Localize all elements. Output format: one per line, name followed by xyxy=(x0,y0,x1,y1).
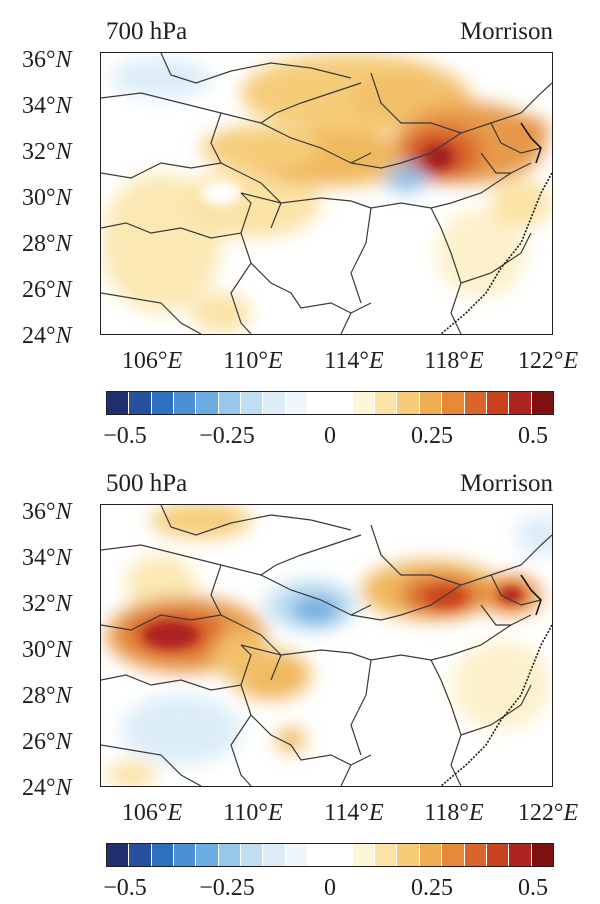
colorbar-segment xyxy=(263,844,286,866)
lon-tick-label: 110°E xyxy=(223,800,283,826)
colorbar-label: −0.5 xyxy=(103,423,147,449)
lon-tick-label: 106°E xyxy=(121,800,183,826)
lat-tick-label: 28°N xyxy=(22,231,72,257)
coastline xyxy=(440,574,552,786)
colorbar-label: 0.5 xyxy=(518,875,548,901)
colorbar-segment xyxy=(352,392,376,414)
lat-tick-label: 30°N xyxy=(22,637,72,663)
lat-tick-label: 30°N xyxy=(22,185,72,211)
colorbar-label: 0.25 xyxy=(411,875,453,901)
colorbar-segment xyxy=(241,844,264,866)
lon-tick-label: 106°E xyxy=(121,348,183,374)
panel-title-level: 500 hPa xyxy=(106,470,188,497)
colorbar-label: 0 xyxy=(324,875,336,901)
colorbar xyxy=(106,391,554,415)
lat-tick-label: 28°N xyxy=(22,683,72,709)
colorbar-label: −0.25 xyxy=(199,875,255,901)
colorbar-label: 0 xyxy=(324,423,336,449)
colorbar-segment xyxy=(464,392,487,414)
province-boundaries xyxy=(101,53,552,334)
colorbar-segment xyxy=(419,844,443,866)
colorbar-segment xyxy=(129,392,152,414)
coastline xyxy=(440,122,552,334)
panel-title-scheme: Morrison xyxy=(459,470,553,497)
colorbar-segment xyxy=(196,392,219,414)
colorbar-segment xyxy=(531,844,553,866)
colorbar-label: 0.5 xyxy=(518,423,548,449)
colorbar-segment xyxy=(375,392,398,414)
lon-tick-label: 122°E xyxy=(517,348,579,374)
lat-tick-label: 24°N xyxy=(22,323,72,349)
colorbar-segment xyxy=(174,844,197,866)
lon-tick-label: 114°E xyxy=(324,348,384,374)
colorbar-segment xyxy=(397,392,420,414)
colorbar-segment xyxy=(196,844,219,866)
lon-tick-label: 118°E xyxy=(424,348,484,374)
lat-tick-label: 32°N xyxy=(22,139,72,165)
lon-tick-label: 122°E xyxy=(517,800,579,826)
colorbar-segment xyxy=(263,392,286,414)
colorbar-segment xyxy=(486,844,510,866)
shaded-field xyxy=(106,505,552,786)
colorbar-segment xyxy=(330,844,353,866)
colorbar-segment xyxy=(486,392,510,414)
colorbar-label: −0.5 xyxy=(103,875,147,901)
lon-tick-label: 114°E xyxy=(324,800,384,826)
colorbar-segment xyxy=(375,844,398,866)
lat-tick-label: 26°N xyxy=(22,277,72,303)
anomaly-map-700 xyxy=(100,52,553,335)
lat-tick-label: 36°N xyxy=(22,499,72,525)
colorbar-segment xyxy=(442,844,465,866)
panel-700hpa: 700 hPa Morrison 36°N 34°N 32°N 30°N 28°… xyxy=(22,18,579,449)
lat-tick-label: 32°N xyxy=(22,591,72,617)
lat-tick-label: 26°N xyxy=(22,729,72,755)
anomaly-map-500 xyxy=(100,504,553,787)
colorbar-segment xyxy=(107,844,130,866)
colorbar-segment xyxy=(330,392,353,414)
colorbar-segment xyxy=(419,392,443,414)
lat-tick-label: 36°N xyxy=(22,47,72,73)
panel-500hpa: 500 hPa Morrison 36°N 34°N 32°N 30°N 28°… xyxy=(0,452,600,904)
colorbar-segment xyxy=(509,392,532,414)
colorbar-segment xyxy=(107,392,130,414)
lat-tick-label: 24°N xyxy=(22,775,72,801)
lon-tick-label: 110°E xyxy=(223,348,283,374)
colorbar-segment xyxy=(218,392,242,414)
colorbar-segment xyxy=(285,392,309,414)
colorbar-segment xyxy=(129,844,152,866)
colorbar-label: 0.25 xyxy=(411,423,453,449)
colorbar-segment xyxy=(397,844,420,866)
colorbar-segment xyxy=(308,844,331,866)
lat-tick-label: 34°N xyxy=(22,93,72,119)
colorbar-segment xyxy=(285,844,309,866)
lat-tick-label: 34°N xyxy=(22,545,72,571)
colorbar-segment xyxy=(151,392,175,414)
colorbar-segment xyxy=(218,844,242,866)
colorbar-segment xyxy=(464,844,487,866)
colorbar-segment xyxy=(352,844,376,866)
lon-tick-label: 118°E xyxy=(424,800,484,826)
colorbar-segment xyxy=(442,392,465,414)
colorbar-segment xyxy=(509,844,532,866)
colorbar-segment xyxy=(174,392,197,414)
colorbar-segment xyxy=(308,392,331,414)
province-boundaries xyxy=(101,505,552,786)
colorbar-segment xyxy=(531,392,553,414)
colorbar-segment xyxy=(151,844,175,866)
panel-title-level: 700 hPa xyxy=(106,18,188,45)
colorbar-segment xyxy=(241,392,264,414)
colorbar-label: −0.25 xyxy=(199,423,255,449)
panel-title-scheme: Morrison xyxy=(459,18,553,45)
colorbar xyxy=(106,843,554,867)
